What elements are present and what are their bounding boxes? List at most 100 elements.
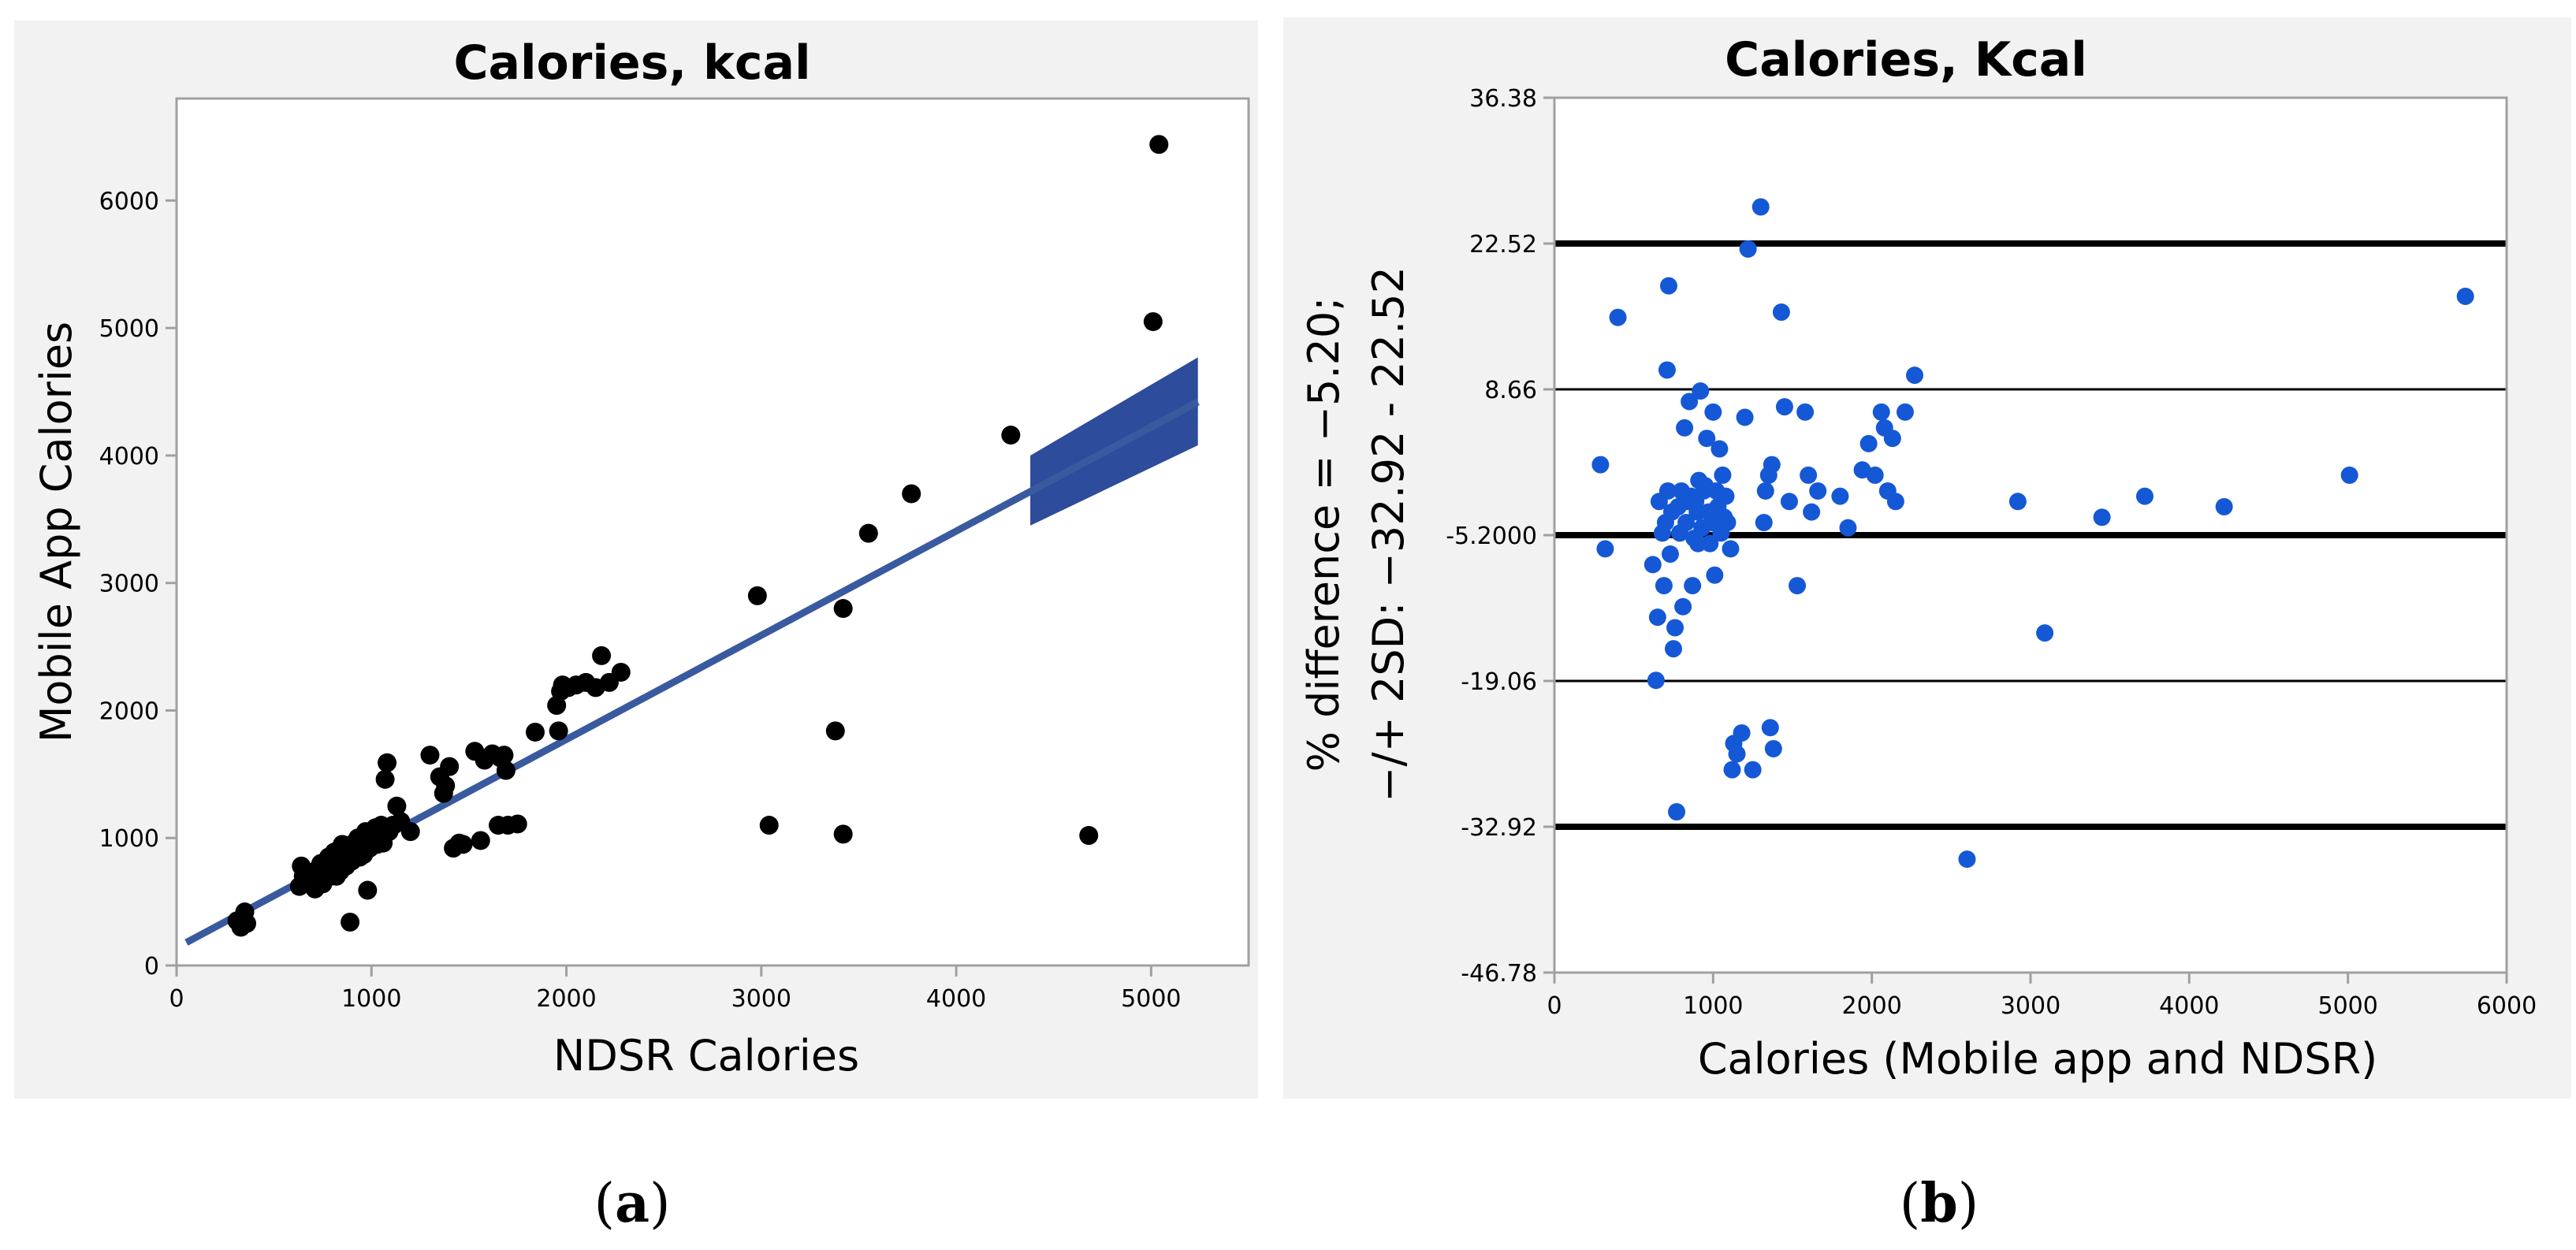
data-point xyxy=(378,753,397,772)
data-point xyxy=(1859,434,1878,452)
data-point xyxy=(2093,508,2111,526)
panel-b: Calories, Kcal 0 1000 2000 3000 4000 5000 6000… xyxy=(1283,17,2571,1099)
data-point xyxy=(1906,366,1924,385)
data-point xyxy=(1648,608,1666,627)
panel-b-y-axis-label-line1: % difference = −5.20; xyxy=(1299,297,1349,772)
x-tick-label: 6000 xyxy=(2477,992,2537,1020)
data-point xyxy=(1714,466,1732,484)
data-point xyxy=(1883,430,1901,448)
confidence-band xyxy=(1030,357,1198,526)
data-point xyxy=(1704,403,1722,421)
x-tick-label: 3000 xyxy=(2001,992,2060,1020)
data-point xyxy=(1780,493,1798,511)
data-point xyxy=(902,484,921,504)
data-point xyxy=(471,831,490,850)
data-point xyxy=(1596,540,1614,558)
data-point xyxy=(1839,519,1857,537)
y-tick-label: 8.66 xyxy=(1484,377,1537,404)
data-point xyxy=(496,761,516,780)
data-point xyxy=(1728,745,1746,763)
data-point xyxy=(494,746,514,765)
panel-a-y-axis: 0 1000 2000 3000 4000 5000 6000 xyxy=(99,188,177,980)
data-point xyxy=(1723,761,1741,779)
data-point xyxy=(2135,487,2153,505)
data-point xyxy=(1677,513,1696,531)
data-point xyxy=(833,824,853,844)
data-point xyxy=(1803,503,1821,521)
data-point xyxy=(440,757,460,776)
data-point xyxy=(2340,466,2358,484)
sublabel-a: (a) xyxy=(594,1172,670,1235)
x-tick-label: 2000 xyxy=(536,985,596,1013)
data-point xyxy=(1809,482,1827,500)
data-point xyxy=(1772,303,1790,322)
data-point xyxy=(2036,624,2054,642)
y-tick-label: 3000 xyxy=(99,571,159,598)
data-point xyxy=(1744,761,1762,779)
y-tick-label: 4000 xyxy=(99,443,159,471)
data-point xyxy=(375,769,395,789)
y-tick-label: 22.52 xyxy=(1469,231,1537,259)
data-point xyxy=(1764,739,1782,757)
data-point xyxy=(1763,456,1781,474)
data-point xyxy=(1143,312,1163,332)
data-point xyxy=(592,645,612,665)
y-tick-label: -19.06 xyxy=(1461,668,1537,696)
data-point xyxy=(436,776,456,795)
data-point xyxy=(420,746,440,765)
panel-a-x-axis: 0 1000 2000 3000 4000 5000 xyxy=(169,965,1182,1013)
data-point xyxy=(1896,403,1914,421)
data-point xyxy=(508,814,527,834)
y-tick-label: 1000 xyxy=(99,825,159,853)
data-point xyxy=(453,835,473,854)
x-tick-label: 1000 xyxy=(1683,992,1743,1020)
data-point xyxy=(1775,398,1793,416)
panel-b-y-axis-label-line2: −/+ 2SD: −32.92 - 22.52 xyxy=(1364,266,1413,802)
data-point xyxy=(1739,240,1757,258)
data-point xyxy=(1001,426,1021,445)
data-point xyxy=(1658,361,1676,379)
panel-a-plot-area xyxy=(177,99,1249,965)
y-tick-label: -32.92 xyxy=(1461,814,1537,842)
data-point xyxy=(747,586,767,605)
panel-b-x-axis: 0 1000 2000 3000 4000 5000 6000 xyxy=(1547,973,2537,1020)
x-tick-label: 5000 xyxy=(1121,985,1181,1013)
data-point xyxy=(858,523,878,543)
data-point xyxy=(1831,487,1849,505)
y-tick-label: 6000 xyxy=(99,188,159,215)
panel-a-confidence-band-layer xyxy=(1030,357,1198,526)
data-point xyxy=(525,722,545,742)
data-point xyxy=(1800,466,1818,484)
data-point xyxy=(1866,466,1884,484)
data-point xyxy=(1958,850,1976,869)
data-point xyxy=(611,662,631,682)
panel-a-title: Calories, kcal xyxy=(453,35,810,91)
panel-a-y-axis-label: Mobile App Calories xyxy=(32,322,81,742)
data-point xyxy=(1706,566,1724,584)
data-point xyxy=(1756,482,1774,500)
data-point xyxy=(1733,724,1751,742)
panel-b-points-layer xyxy=(1591,198,2474,869)
data-point xyxy=(833,599,853,619)
panel-a-x-axis-label: NDSR Calories xyxy=(553,1031,859,1081)
y-tick-label: 36.38 xyxy=(1469,85,1537,113)
data-point xyxy=(237,913,257,933)
data-point xyxy=(1644,556,1662,574)
x-tick-label: 4000 xyxy=(2159,992,2219,1020)
x-tick-label: 1000 xyxy=(341,985,401,1013)
data-point xyxy=(1666,619,1684,637)
data-point xyxy=(1655,577,1673,595)
x-tick-label: 2000 xyxy=(1841,992,1901,1020)
x-tick-label: 5000 xyxy=(2317,992,2377,1020)
data-point xyxy=(2008,493,2027,511)
data-point xyxy=(341,913,360,932)
y-tick-label: 2000 xyxy=(99,698,159,725)
data-point xyxy=(1761,719,1779,737)
data-point xyxy=(1079,826,1099,845)
data-point xyxy=(1711,440,1729,458)
data-point xyxy=(549,721,568,741)
data-point xyxy=(1751,198,1770,216)
y-tick-label: 0 xyxy=(144,953,159,980)
data-point xyxy=(1717,487,1735,505)
x-tick-label: 4000 xyxy=(926,985,986,1013)
